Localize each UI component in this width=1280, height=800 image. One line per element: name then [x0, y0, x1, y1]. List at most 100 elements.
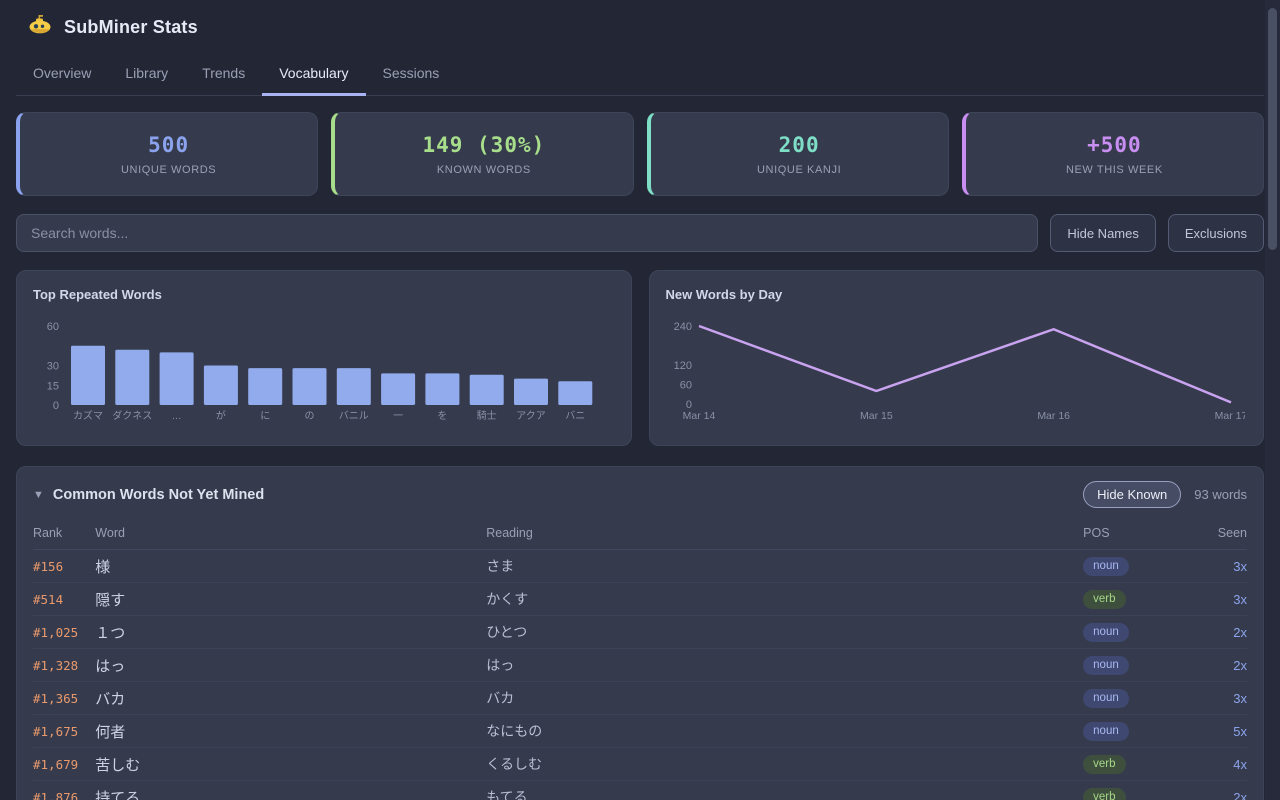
stats-cards: 500 UNIQUE WORDS 149 (30%) KNOWN WORDS 200 UN…: [16, 112, 1264, 196]
svg-text:0: 0: [685, 399, 691, 411]
tab-trends[interactable]: Trends: [202, 65, 246, 81]
col-header-rank: Rank: [33, 520, 96, 550]
word-cell: １つ: [95, 615, 487, 649]
reading-cell: はっ: [486, 648, 1084, 682]
reading-cell: くるしむ: [486, 747, 1084, 781]
table-row[interactable]: #1,679 苦しむ くるしむ verb 4x: [33, 747, 1247, 781]
table-row[interactable]: #1,675 何者 なにもの noun 5x: [33, 714, 1247, 748]
exclusions-button[interactable]: Exclusions: [1167, 214, 1264, 252]
svg-text:カズマ: カズマ: [73, 409, 103, 422]
reading-cell: もてる: [486, 780, 1084, 800]
stat-card-unique-words: 500 UNIQUE WORDS: [16, 112, 319, 196]
pos-badge: noun: [1083, 623, 1129, 642]
svg-text:を: を: [437, 410, 447, 422]
line-chart-title: New Words by Day: [665, 287, 783, 302]
svg-text:Mar 17: Mar 17: [1214, 410, 1244, 422]
svg-text:一: 一: [393, 411, 403, 422]
table-row[interactable]: #156 様さま noun 3x: [33, 549, 1247, 583]
svg-text:Mar 14: Mar 14: [682, 410, 715, 422]
reading-cell: さま: [486, 549, 1084, 583]
rank-cell: #1,679: [33, 747, 96, 781]
word-count: 93 words: [1194, 487, 1247, 502]
pos-badge: verb: [1083, 788, 1126, 800]
table-row[interactable]: #1,328 はっ はっ noun 2x: [33, 648, 1247, 682]
word-cell: 苦しむ: [95, 747, 487, 781]
stat-card-unique-kanji: 200 UNIQUE KANJI: [646, 112, 949, 196]
rank-cell: #1,328: [33, 648, 96, 682]
rank-cell: #514: [33, 582, 96, 616]
seen-count: 3x: [1186, 681, 1247, 715]
stat-value: +500: [1087, 132, 1142, 157]
reading-cell: かくす: [486, 582, 1084, 616]
word-cell: 様: [95, 549, 487, 583]
seen-count: 3x: [1186, 549, 1247, 583]
col-header-pos: POS: [1083, 520, 1187, 550]
seen-count: 2x: [1186, 648, 1247, 682]
search-row: Hide Names Exclusions: [16, 214, 1264, 252]
new-words-by-day-chart-card: New Words by Day 240 120 60 0 Mar 14 Mar 15 Ma…: [648, 270, 1264, 446]
stat-label: KNOWN WORDS: [436, 163, 531, 176]
top-repeated-words-bar-chart: 60 30 15 0 カズマ ダクネス … が に の バニル 一 を 騎士 アクア バニ: [47, 321, 593, 422]
rank-cell: #1,365: [33, 681, 96, 715]
word-cell: 持てる: [95, 780, 487, 800]
top-repeated-words-chart-card: Top Repeated Words 60 30 15 0 カズマ ダクネス … が に の バニル…: [16, 270, 632, 446]
stat-card-known-words: 149 (30%) KNOWN WORDS: [331, 112, 634, 196]
word-cell: はっ: [95, 648, 487, 682]
col-header-word: Word: [95, 520, 487, 550]
reading-cell: なにもの: [486, 714, 1084, 748]
word-cell: 何者: [95, 714, 487, 748]
svg-text:アクア: アクア: [516, 410, 546, 422]
stat-label: NEW THIS WEEK: [1065, 163, 1163, 176]
col-header-reading: Reading: [486, 520, 1084, 550]
svg-text:…: …: [172, 411, 182, 422]
hide-known-button[interactable]: Hide Known: [1083, 481, 1182, 508]
svg-text:が: が: [216, 409, 226, 422]
table-row[interactable]: #1,025 １つ ひとつ noun 2x: [33, 615, 1247, 649]
table-row[interactable]: #1,876 持てる もてる verb 2x: [33, 780, 1247, 800]
svg-text:Mar 16: Mar 16: [1037, 410, 1070, 422]
collapse-caret-icon[interactable]: ▼: [33, 488, 44, 501]
tab-sessions[interactable]: Sessions: [382, 65, 440, 81]
reading-cell: バカ: [486, 681, 1084, 715]
word-table-header-row: Rank Word Reading POS Seen: [33, 520, 1247, 550]
tab-library[interactable]: Library: [125, 65, 169, 81]
pos-badge: noun: [1083, 557, 1129, 576]
app-header: SubMiner Stats: [16, 0, 1264, 51]
tab-vocabulary[interactable]: Vocabulary: [262, 55, 366, 96]
svg-text:騎士: 騎士: [477, 409, 497, 422]
svg-text:60: 60: [47, 321, 59, 333]
stat-value: 200: [778, 132, 820, 157]
stat-label: UNIQUE WORDS: [121, 163, 217, 176]
table-row[interactable]: #514 隠す かくす verb 3x: [33, 582, 1247, 616]
app-title: SubMiner Stats: [64, 17, 198, 37]
common-words-section: ▼ Common Words Not Yet Mined Hide Known …: [16, 466, 1264, 800]
svg-text:ダクネス: ダクネス: [112, 409, 152, 422]
hide-names-button[interactable]: Hide Names: [1050, 214, 1156, 252]
stat-label: UNIQUE KANJI: [757, 163, 842, 176]
submarine-logo-icon: [28, 14, 52, 41]
col-header-seen: Seen: [1186, 520, 1247, 550]
tab-overview[interactable]: Overview: [33, 65, 92, 81]
charts-row: Top Repeated Words 60 30 15 0 カズマ ダクネス … が に の バニル…: [16, 270, 1264, 446]
pos-badge: noun: [1083, 689, 1129, 708]
table-row[interactable]: #1,365 バカ バカ noun 3x: [33, 681, 1247, 715]
seen-count: 3x: [1186, 582, 1247, 616]
pos-badge: verb: [1083, 755, 1126, 774]
stat-card-new-this-week: +500 NEW THIS WEEK: [961, 112, 1264, 196]
pos-badge: noun: [1083, 656, 1129, 675]
pos-badge: verb: [1083, 590, 1126, 609]
tab-bar: Overview Library Trends Vocabulary Sessions: [16, 55, 1264, 96]
svg-text:120: 120: [673, 360, 691, 372]
search-input[interactable]: [16, 214, 1039, 252]
word-cell: バカ: [95, 681, 487, 715]
scrollbar-thumb[interactable]: [1268, 8, 1277, 250]
rank-cell: #156: [33, 549, 96, 583]
svg-text:15: 15: [47, 380, 59, 392]
stat-value: 149 (30%): [422, 132, 546, 157]
svg-text:30: 30: [47, 361, 59, 373]
seen-count: 2x: [1186, 780, 1247, 800]
svg-text:バニ: バニ: [565, 410, 585, 422]
svg-text:0: 0: [53, 400, 59, 412]
